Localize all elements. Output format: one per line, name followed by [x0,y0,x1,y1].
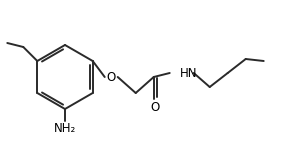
Text: HN: HN [180,67,197,80]
Text: O: O [150,101,159,114]
Text: O: O [106,71,115,84]
Text: NH₂: NH₂ [54,122,76,135]
